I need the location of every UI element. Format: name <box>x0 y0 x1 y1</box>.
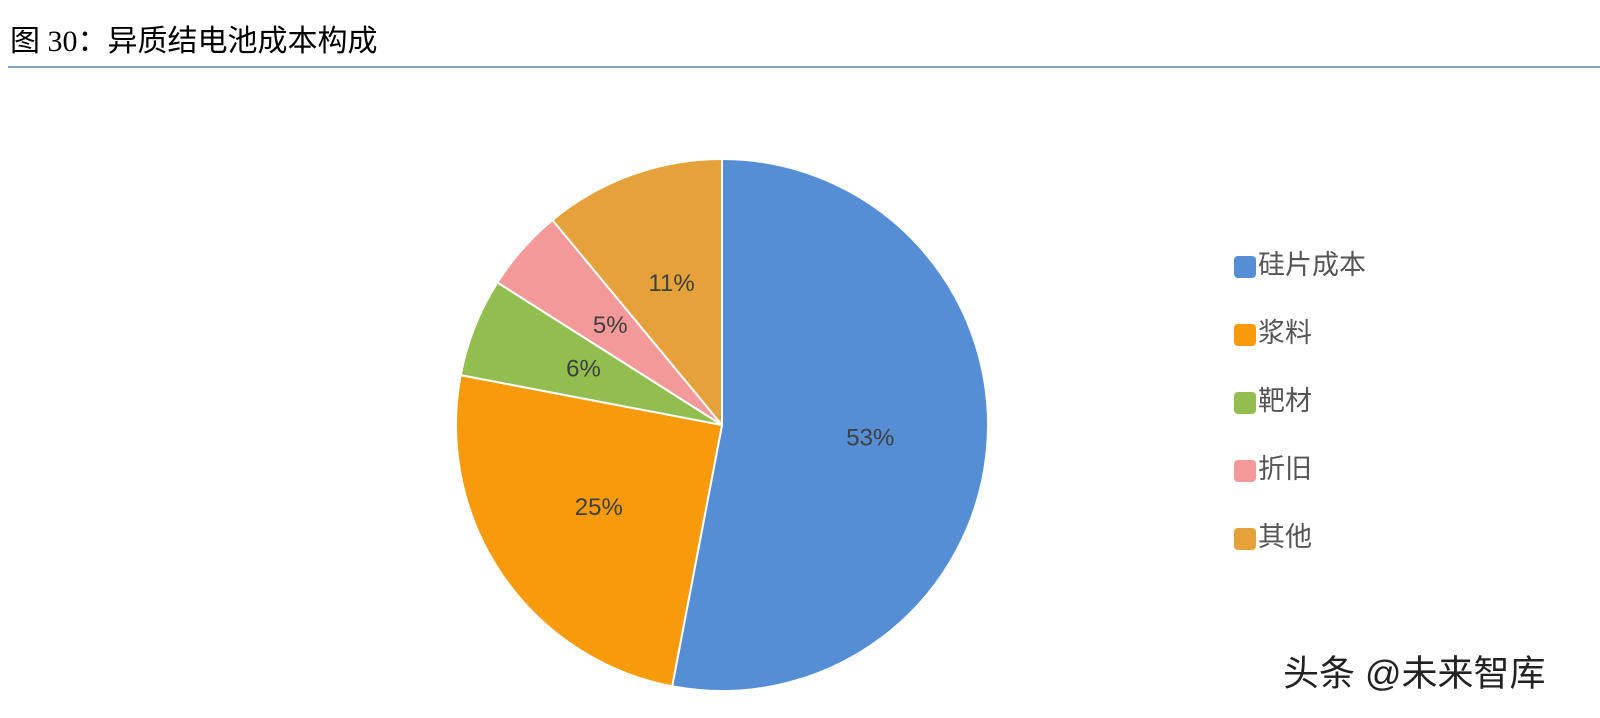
legend-label: 硅片成本 <box>1258 250 1366 280</box>
legend-label: 折旧 <box>1258 454 1312 484</box>
data-label: 25% <box>575 494 623 521</box>
legend-swatch <box>1234 528 1256 550</box>
pie-slice <box>551 157 723 428</box>
legend-swatch <box>1234 324 1256 346</box>
chart-title: 图 30：异质结电池成本构成 <box>10 25 378 58</box>
legend-swatch <box>1234 392 1256 414</box>
data-label: 53% <box>846 424 894 451</box>
legend-swatch <box>1234 256 1256 278</box>
data-label: 5% <box>593 312 628 339</box>
legend-swatch <box>1234 460 1256 482</box>
pie-slice <box>670 157 989 692</box>
data-label: 6% <box>566 356 601 383</box>
watermark: 头条 @未来智库 <box>1283 653 1546 694</box>
legend-label: 浆料 <box>1258 318 1312 348</box>
legend-label: 其他 <box>1258 522 1312 552</box>
data-label: 11% <box>648 270 694 297</box>
pie-slice <box>455 373 724 688</box>
legend-label: 靶材 <box>1258 386 1312 416</box>
